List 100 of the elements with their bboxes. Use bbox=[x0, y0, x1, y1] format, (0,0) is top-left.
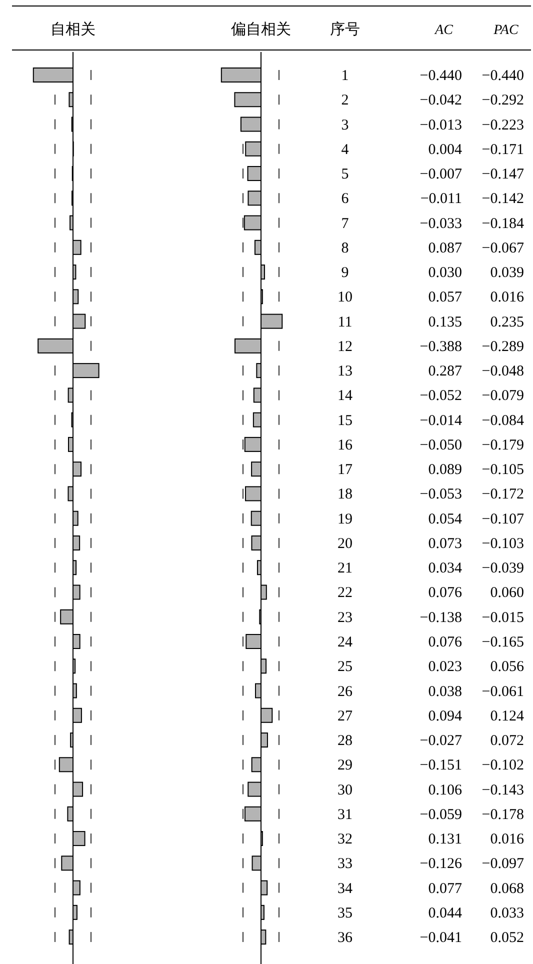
y-tick-label: 9 bbox=[341, 265, 349, 282]
data-label: 0.030 bbox=[428, 265, 462, 282]
data-label: −0.126 bbox=[420, 856, 462, 872]
data-label: −0.084 bbox=[482, 412, 524, 429]
data-label: 0.077 bbox=[428, 880, 462, 897]
y-tick-label: 24 bbox=[338, 634, 353, 650]
data-label: −0.033 bbox=[420, 216, 462, 232]
data-label: −0.105 bbox=[482, 462, 524, 478]
data-label: 0.060 bbox=[490, 585, 524, 602]
y-tick-label: 14 bbox=[338, 388, 353, 404]
data-label: −0.053 bbox=[420, 486, 462, 503]
y-tick-label: 3 bbox=[341, 117, 349, 134]
data-label: 0.034 bbox=[428, 560, 462, 577]
y-tick-label: 8 bbox=[341, 240, 349, 256]
data-label: −0.052 bbox=[420, 388, 462, 404]
y-tick-label: 29 bbox=[338, 758, 352, 774]
data-label: −0.440 bbox=[482, 68, 524, 84]
data-label: −0.388 bbox=[420, 338, 462, 355]
data-label: −0.048 bbox=[482, 364, 524, 380]
data-label: −0.223 bbox=[482, 117, 524, 134]
y-tick-label: 1 bbox=[341, 68, 349, 84]
y-axis-title: 序号 bbox=[330, 21, 360, 38]
data-label: 0.094 bbox=[428, 708, 462, 724]
y-tick-label: 25 bbox=[338, 659, 352, 676]
data-label: 0.087 bbox=[428, 240, 462, 256]
data-label: −0.151 bbox=[420, 758, 462, 774]
data-label: 0.235 bbox=[490, 314, 524, 330]
data-label: 0.068 bbox=[490, 880, 524, 897]
y-tick-label: 18 bbox=[338, 486, 352, 503]
data-label: −0.172 bbox=[482, 486, 524, 503]
data-label: 0.004 bbox=[428, 142, 462, 158]
data-label: −0.039 bbox=[482, 560, 524, 577]
data-label: 0.044 bbox=[428, 905, 462, 922]
data-label: −0.059 bbox=[420, 806, 462, 823]
data-label: 0.073 bbox=[428, 536, 462, 552]
data-label: −0.042 bbox=[420, 92, 462, 109]
data-label: 0.054 bbox=[428, 511, 462, 528]
data-label: 0.124 bbox=[490, 708, 524, 724]
y-tick-label: 10 bbox=[338, 290, 352, 306]
y-tick-label: 31 bbox=[338, 806, 352, 823]
chart-title: 自相关 bbox=[50, 21, 96, 38]
data-label: −0.014 bbox=[420, 412, 462, 429]
y-tick-label: 27 bbox=[338, 708, 353, 724]
y-tick-label: 12 bbox=[338, 338, 352, 355]
data-label: 0.089 bbox=[428, 462, 462, 478]
text: PAC bbox=[492, 23, 519, 38]
data-label: −0.102 bbox=[482, 758, 524, 774]
y-tick-label: 28 bbox=[338, 733, 352, 750]
y-tick-label: 32 bbox=[338, 832, 352, 848]
data-label: −0.103 bbox=[482, 536, 524, 552]
data-label: −0.067 bbox=[482, 240, 524, 256]
y-tick-label: 19 bbox=[338, 511, 352, 528]
y-tick-label: 34 bbox=[338, 880, 353, 897]
data-label: −0.041 bbox=[420, 930, 462, 946]
y-tick-label: 20 bbox=[338, 536, 352, 552]
data-label: −0.440 bbox=[420, 68, 462, 84]
data-label: 0.057 bbox=[428, 290, 462, 306]
data-label: 0.076 bbox=[428, 585, 462, 602]
y-tick-label: 21 bbox=[338, 560, 352, 577]
y-tick-label: 7 bbox=[341, 216, 350, 232]
y-tick-label: 4 bbox=[341, 142, 350, 158]
data-label: −0.184 bbox=[482, 216, 524, 232]
data-label: −0.027 bbox=[420, 733, 462, 750]
data-label: 0.287 bbox=[428, 364, 462, 380]
data-label: 0.135 bbox=[428, 314, 462, 330]
data-label: −0.013 bbox=[420, 117, 462, 134]
y-tick-label: 16 bbox=[338, 437, 353, 454]
chart-title: 偏自相关 bbox=[231, 21, 291, 38]
data-label: −0.171 bbox=[482, 142, 524, 158]
data-label: −0.179 bbox=[482, 437, 524, 454]
y-tick-label: 33 bbox=[338, 856, 352, 872]
data-label: −0.011 bbox=[420, 191, 462, 208]
data-label: 0.131 bbox=[428, 832, 462, 848]
y-tick-label: 2 bbox=[341, 92, 349, 109]
data-label: −0.107 bbox=[482, 511, 524, 528]
y-tick-label: 15 bbox=[338, 412, 352, 429]
y-tick-label: 23 bbox=[338, 610, 352, 626]
data-label: −0.097 bbox=[482, 856, 524, 872]
data-label: −0.143 bbox=[482, 782, 524, 798]
y-tick-label: 5 bbox=[341, 166, 349, 183]
data-label: 0.039 bbox=[490, 265, 524, 282]
data-label: −0.178 bbox=[482, 806, 524, 823]
y-tick-label: 36 bbox=[338, 930, 353, 946]
data-label: −0.007 bbox=[420, 166, 462, 183]
data-label: −0.292 bbox=[482, 92, 524, 109]
data-label: −0.079 bbox=[482, 388, 524, 404]
data-label: 0.033 bbox=[490, 905, 524, 922]
data-label: 0.016 bbox=[490, 290, 524, 306]
data-label: 0.038 bbox=[428, 684, 462, 700]
data-label: −0.289 bbox=[482, 338, 524, 355]
data-label: 0.072 bbox=[490, 733, 524, 750]
y-tick-label: 13 bbox=[338, 364, 352, 380]
data-label: 0.016 bbox=[490, 832, 524, 848]
data-label: 0.106 bbox=[428, 782, 462, 798]
y-tick-label: 22 bbox=[338, 585, 352, 602]
y-tick-label: 26 bbox=[338, 684, 353, 700]
data-label: −0.165 bbox=[482, 634, 524, 650]
text: AC bbox=[434, 23, 454, 38]
y-tick-label: 17 bbox=[338, 462, 353, 478]
data-label: 0.052 bbox=[490, 930, 524, 946]
